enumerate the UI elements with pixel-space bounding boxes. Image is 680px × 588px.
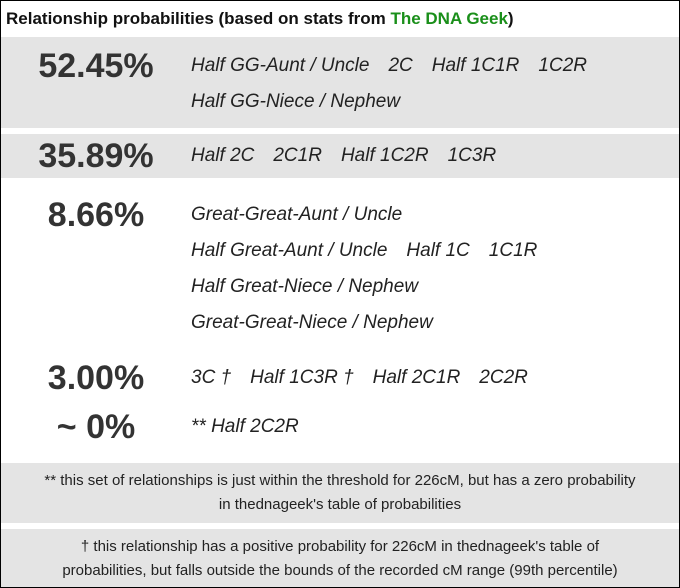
relationship-item: Half Great-Aunt / Uncle xyxy=(191,240,388,261)
probability-percent: 8.66% xyxy=(47,196,145,234)
relationship-item: Great-Great-Niece / Nephew xyxy=(191,312,433,333)
probability-groups: 52.45% Half GG-Aunt / Uncle 2C Half 1C1R 1C2… xyxy=(1,37,679,463)
relationship-item: 2C2R xyxy=(479,367,528,388)
relationship-line: 3C † Half 1C3R † Half 2C1R 2C2R xyxy=(191,360,679,396)
relationship-list: Half GG-Aunt / Uncle 2C Half 1C1R 1C2R Half … xyxy=(191,48,679,120)
probability-group: 35.89% Half 2C 2C1R Half 1C2R 1C3R xyxy=(1,134,679,184)
probability-group: 52.45% Half GG-Aunt / Uncle 2C Half 1C1R 1C2… xyxy=(1,37,679,134)
relationship-line: Great-Great-Aunt / Uncle xyxy=(191,197,679,233)
relationship-item: Half Great-Niece / Nephew xyxy=(191,276,419,297)
probability-group: 3.00% 3C † Half 1C3R † Half 2C1R 2C2R xyxy=(1,356,679,406)
relationship-line: Half GG-Aunt / Uncle 2C Half 1C1R 1C2R xyxy=(191,48,679,84)
relationship-line: Half Great-Aunt / Uncle Half 1C 1C1R xyxy=(191,233,679,269)
probability-group: 8.66% Great-Great-Aunt / Uncle Half Great-… xyxy=(1,184,679,356)
relationship-item: 2C xyxy=(388,55,413,76)
probability-percent: 52.45% xyxy=(38,47,154,85)
footnote-line: ** this set of relationships is just wit… xyxy=(44,472,636,489)
relationship-item: Great-Great-Aunt / Uncle xyxy=(191,204,403,225)
relationship-item: Half 1C3R † xyxy=(250,367,354,388)
relationship-item: Half 1C2R xyxy=(340,145,429,166)
relationship-item: 1C1R xyxy=(488,240,538,261)
probability-group: ~ 0% ** Half 2C2R xyxy=(1,406,679,463)
relationship-line: Half GG-Niece / Nephew xyxy=(191,84,679,120)
relationship-item: 2C1R xyxy=(273,145,322,166)
title-prefix: Relationship probabilities (based on sta… xyxy=(6,9,391,28)
relationship-item: 3C † xyxy=(191,367,232,388)
footnote-line: in thednageek's table of probabilities xyxy=(218,496,462,513)
footnote-line: † this relationship has a positive proba… xyxy=(80,538,600,555)
relationship-line: Half 2C 2C1R Half 1C2R 1C3R xyxy=(191,138,679,174)
footnotes: ** this set of relationships is just wit… xyxy=(1,463,679,587)
relationship-list: ** Half 2C2R xyxy=(191,409,679,445)
dna-geek-link[interactable]: The DNA Geek xyxy=(390,9,508,28)
footnote-line: probabilities, but falls outside the bou… xyxy=(62,562,618,579)
relationship-item: 1C3R xyxy=(447,145,497,166)
relationship-item: Half 2C1R xyxy=(372,367,461,388)
relationship-list: 3C † Half 1C3R † Half 2C1R 2C2R xyxy=(191,360,679,396)
panel-title: Relationship probabilities (based on sta… xyxy=(1,1,679,37)
probability-percent: 3.00% xyxy=(47,359,145,397)
title-suffix: ) xyxy=(507,9,514,28)
relationship-item: Half 1C1R xyxy=(431,55,520,76)
relationship-list: Great-Great-Aunt / Uncle Half Great-Aunt … xyxy=(191,197,679,341)
relationship-item: Half 2C xyxy=(191,145,255,166)
relationship-item: Half GG-Niece / Nephew xyxy=(191,91,401,112)
probability-percent: ~ 0% xyxy=(56,408,136,446)
relationship-line: Great-Great-Niece / Nephew xyxy=(191,305,679,341)
relationship-item: Half GG-Aunt / Uncle xyxy=(191,55,370,76)
relationship-item: 1C2R xyxy=(538,55,587,76)
relationship-list: Half 2C 2C1R Half 1C2R 1C3R xyxy=(191,138,679,174)
relationship-line: Half Great-Niece / Nephew xyxy=(191,269,679,305)
relationship-item: Half 1C xyxy=(406,240,470,261)
footnote: † this relationship has a positive proba… xyxy=(1,529,679,587)
relationship-line: ** Half 2C2R xyxy=(191,409,679,445)
footnote: ** this set of relationships is just wit… xyxy=(1,463,679,523)
probability-percent: 35.89% xyxy=(38,137,154,175)
relationship-item: ** Half 2C2R xyxy=(191,416,299,437)
